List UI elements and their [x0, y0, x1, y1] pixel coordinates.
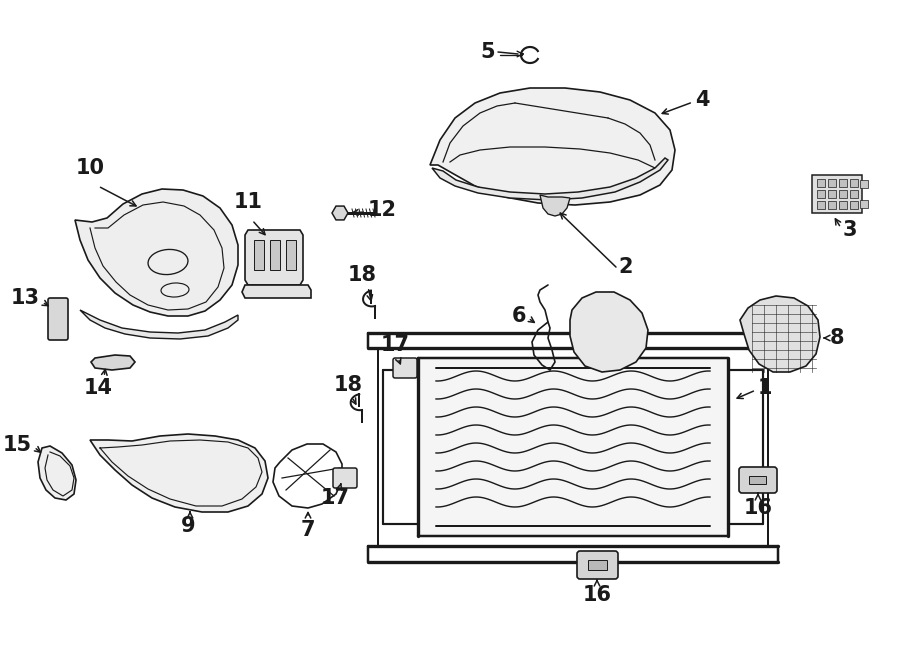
Bar	[839, 179, 847, 187]
Text: 4: 4	[695, 90, 709, 110]
Text: 13: 13	[11, 288, 40, 308]
Text: 9: 9	[181, 516, 195, 536]
Polygon shape	[90, 434, 268, 512]
Bar	[839, 201, 847, 209]
Bar	[749, 476, 766, 484]
Text: 11: 11	[233, 192, 263, 212]
Bar	[828, 201, 836, 209]
Bar	[839, 190, 847, 198]
Bar	[860, 180, 868, 188]
Polygon shape	[91, 355, 135, 370]
Polygon shape	[430, 88, 675, 205]
Bar	[286, 240, 296, 270]
Bar	[850, 201, 858, 209]
Text: 14: 14	[84, 378, 112, 398]
Text: 6: 6	[511, 306, 526, 326]
Polygon shape	[38, 446, 76, 500]
Bar	[254, 240, 264, 270]
Text: 18: 18	[334, 375, 363, 395]
Text: 1: 1	[758, 378, 772, 398]
FancyBboxPatch shape	[393, 358, 417, 378]
Polygon shape	[432, 158, 668, 200]
Bar	[828, 190, 836, 198]
Bar	[270, 240, 280, 270]
Bar	[418, 358, 728, 536]
FancyBboxPatch shape	[333, 468, 357, 488]
FancyBboxPatch shape	[48, 298, 68, 340]
Polygon shape	[540, 195, 570, 216]
FancyBboxPatch shape	[577, 551, 618, 579]
Text: 8: 8	[830, 328, 844, 348]
Polygon shape	[80, 310, 238, 339]
Polygon shape	[242, 285, 311, 298]
Text: 10: 10	[76, 158, 104, 178]
Bar	[817, 201, 825, 209]
FancyBboxPatch shape	[739, 467, 777, 493]
Text: 2: 2	[618, 257, 633, 277]
Text: 16: 16	[743, 498, 772, 518]
Polygon shape	[75, 189, 238, 316]
Text: 5: 5	[481, 42, 495, 62]
Polygon shape	[740, 296, 820, 372]
Text: 18: 18	[347, 265, 376, 285]
Bar	[828, 179, 836, 187]
Bar	[817, 190, 825, 198]
Bar	[588, 560, 607, 570]
Bar	[850, 179, 858, 187]
Bar	[817, 179, 825, 187]
Text: 15: 15	[3, 435, 32, 455]
Bar	[850, 190, 858, 198]
Polygon shape	[570, 292, 648, 372]
Text: 7: 7	[301, 520, 315, 540]
Bar	[812, 175, 862, 213]
Text: 17: 17	[320, 488, 349, 508]
Text: 3: 3	[843, 220, 858, 240]
Polygon shape	[245, 230, 303, 285]
Text: 16: 16	[582, 585, 611, 605]
Text: 17: 17	[381, 335, 410, 355]
Text: 12: 12	[368, 200, 397, 220]
Bar	[860, 200, 868, 208]
Polygon shape	[332, 206, 348, 220]
